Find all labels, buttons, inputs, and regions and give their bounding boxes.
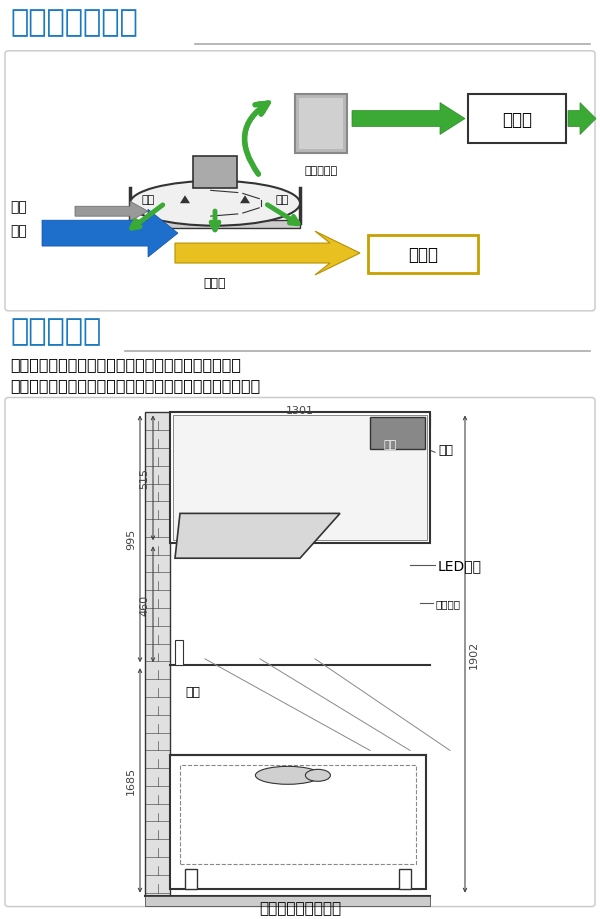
- Text: 室内外风柜连接两种安装模式，自带风机低空直排室内安装: 室内外风柜连接两种安装模式，自带风机低空直排室内安装: [10, 378, 260, 393]
- Text: 电箱: 电箱: [383, 440, 397, 450]
- Bar: [193, 157, 237, 189]
- Text: 995: 995: [126, 528, 136, 550]
- Text: 460: 460: [139, 594, 149, 615]
- Text: 油网: 油网: [185, 686, 200, 698]
- Bar: [468, 95, 566, 144]
- Bar: [145, 413, 170, 896]
- FancyBboxPatch shape: [5, 398, 595, 907]
- Polygon shape: [75, 202, 148, 221]
- Bar: [185, 868, 197, 889]
- Text: 拦油: 拦油: [275, 195, 289, 205]
- Bar: [170, 755, 426, 889]
- Bar: [173, 416, 427, 540]
- Text: 接油盘: 接油盘: [204, 277, 226, 289]
- Polygon shape: [352, 104, 465, 135]
- Ellipse shape: [305, 769, 331, 781]
- Bar: [399, 868, 411, 889]
- Bar: [130, 221, 300, 229]
- Text: 净化原理示意图: 净化原理示意图: [10, 8, 138, 37]
- Bar: [299, 98, 343, 151]
- Text: 1902: 1902: [469, 641, 479, 668]
- Text: 复合油烟净化一体机支持自带风机低空直排室内安装和: 复合油烟净化一体机支持自带风机低空直排室内安装和: [10, 357, 241, 371]
- Polygon shape: [180, 196, 190, 204]
- Text: 高效除烟箱: 高效除烟箱: [304, 166, 338, 176]
- Bar: [180, 766, 416, 864]
- Text: 费油: 费油: [10, 200, 27, 214]
- Ellipse shape: [130, 182, 300, 226]
- Bar: [145, 896, 430, 905]
- Bar: [370, 418, 425, 449]
- Text: 1301: 1301: [286, 406, 314, 416]
- Text: 控制面板: 控制面板: [436, 598, 461, 608]
- Text: 油烟: 油烟: [10, 224, 27, 238]
- Text: 前后、左右出风安装: 前后、左右出风安装: [259, 901, 341, 915]
- Text: 排风机: 排风机: [502, 110, 532, 129]
- Polygon shape: [240, 196, 250, 204]
- Polygon shape: [175, 514, 340, 559]
- Ellipse shape: [256, 766, 320, 785]
- Text: 拦油: 拦油: [142, 195, 155, 205]
- Text: 电箱: 电箱: [438, 443, 453, 457]
- Text: 1685: 1685: [126, 766, 136, 795]
- Polygon shape: [175, 232, 360, 276]
- Polygon shape: [42, 210, 178, 257]
- Polygon shape: [568, 104, 596, 135]
- Text: 安装示意图: 安装示意图: [10, 316, 101, 346]
- Bar: [170, 413, 430, 544]
- Bar: [295, 95, 347, 154]
- FancyBboxPatch shape: [5, 51, 595, 312]
- Text: LED射灯: LED射灯: [438, 558, 482, 573]
- Bar: [175, 641, 183, 665]
- Bar: [368, 236, 478, 274]
- Text: 515: 515: [139, 468, 149, 489]
- Text: 接油盒: 接油盒: [408, 245, 438, 264]
